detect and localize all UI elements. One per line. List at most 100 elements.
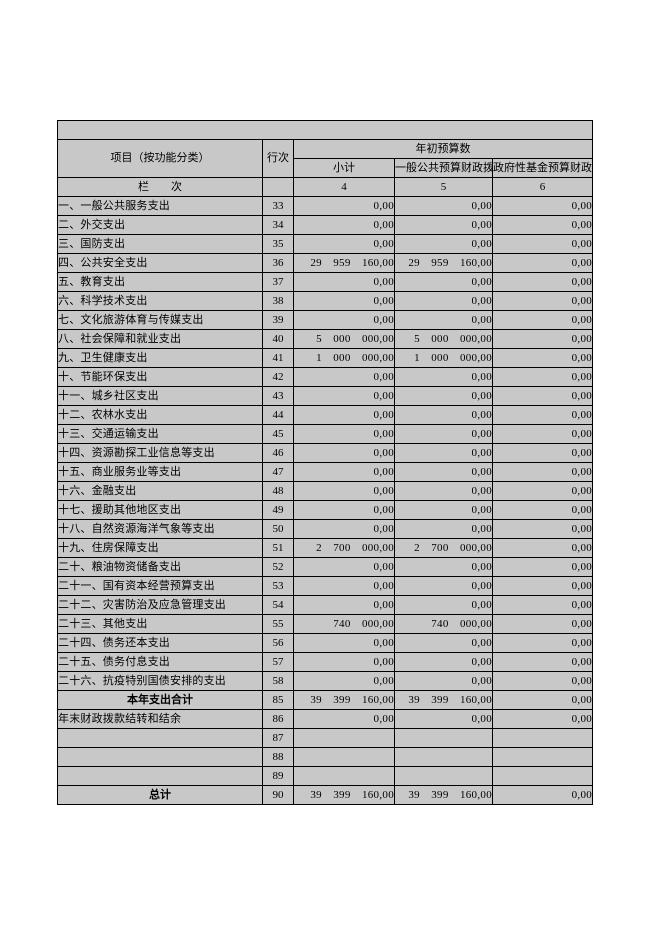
cell-gov-fund: 0,00: [491, 633, 594, 653]
row-number: 57: [262, 652, 294, 672]
row-number: 35: [262, 234, 294, 254]
table-row: 三、国防支出 35 0,00 0,00 0,00: [57, 234, 594, 254]
cell-subtotal: 740 000,00: [293, 614, 395, 634]
cell-subtotal: 0,00: [293, 500, 395, 520]
top-spacer-cell: [56, 120, 594, 140]
cell-subtotal: 0,00: [293, 481, 395, 501]
row-number: 43: [262, 386, 294, 406]
cell-subtotal: 0,00: [293, 310, 395, 330]
row-label: 七、文化旅游体育与传媒支出: [57, 310, 263, 330]
cell-gov-fund: 0,00: [491, 367, 594, 387]
row-number: 40: [262, 329, 294, 349]
table-row: 88: [57, 747, 594, 767]
cell-gov-fund: 0,00: [491, 310, 594, 330]
row-label: 二、外交支出: [57, 215, 263, 235]
cell-subtotal: 0,00: [293, 595, 395, 615]
table-row: 87: [57, 728, 594, 748]
row-number: 47: [262, 462, 294, 482]
cell-subtotal: 0,00: [293, 405, 395, 425]
table-row: 二十、粮油物资储备支出 52 0,00 0,00 0,00: [57, 557, 594, 577]
cell-subtotal: 0,00: [293, 367, 395, 387]
row-number: 33: [262, 196, 294, 216]
top-spacer-row: [56, 120, 594, 140]
column-index-rowno: [262, 177, 294, 197]
row-label: 四、公共安全支出: [57, 253, 263, 273]
cell-general-public: 2 700 000,00: [394, 538, 493, 558]
table-row: 十三、交通运输支出 45 0,00 0,00 0,00: [57, 424, 594, 444]
budget-table: 项目（按功能分类） 行次 年初预算数 小计 一般公共预算财政拨款 政府性基金预算…: [56, 120, 594, 805]
column-index-row: 栏 次 4 5 6: [57, 177, 594, 197]
row-number: 55: [262, 614, 294, 634]
cell-gov-fund: 0,00: [491, 215, 594, 235]
cell-gov-fund: 0,00: [491, 785, 594, 805]
row-number: 34: [262, 215, 294, 235]
cell-general-public: 5 000 000,00: [394, 329, 493, 349]
row-label: 十七、援助其他地区支出: [57, 500, 263, 520]
cell-general-public: 0,00: [394, 576, 493, 596]
header-row-number-column: 行次: [262, 139, 294, 178]
header-group-row: 项目（按功能分类） 行次 年初预算数: [57, 139, 594, 178]
cell-gov-fund: 0,00: [491, 614, 594, 634]
row-number: 50: [262, 519, 294, 539]
row-label: 二十四、债务还本支出: [57, 633, 263, 653]
cell-subtotal: 0,00: [293, 557, 395, 577]
cell-gov-fund: 0,00: [491, 443, 594, 463]
cell-general-public: 0,00: [394, 557, 493, 577]
row-number: 52: [262, 557, 294, 577]
table-row: 十一、城乡社区支出 43 0,00 0,00 0,00: [57, 386, 594, 406]
table-row: 二十一、国有资本经营预算支出 53 0,00 0,00 0,00: [57, 576, 594, 596]
cell-general-public: [394, 728, 493, 748]
cell-subtotal: 2 700 000,00: [293, 538, 395, 558]
cell-general-public: 0,00: [394, 519, 493, 539]
table-row: 十四、资源勘探工业信息等支出 46 0,00 0,00 0,00: [57, 443, 594, 463]
cell-subtotal: 0,00: [293, 272, 395, 292]
cell-general-public: 39 399 160,00: [394, 690, 493, 710]
table-row: 十八、自然资源海洋气象等支出 50 0,00 0,00 0,00: [57, 519, 594, 539]
cell-general-public: 0,00: [394, 215, 493, 235]
table-row: 十二、农林水支出 44 0,00 0,00 0,00: [57, 405, 594, 425]
row-number: 89: [262, 766, 294, 786]
cell-gov-fund: [491, 766, 594, 786]
cell-subtotal: 0,00: [293, 234, 395, 254]
row-label: 二十二、灾害防治及应急管理支出: [57, 595, 263, 615]
cell-subtotal: 0,00: [293, 462, 395, 482]
cell-gov-fund: 0,00: [491, 595, 594, 615]
table-row: 二十三、其他支出 55 740 000,00 740 000,00 0,00: [57, 614, 594, 634]
table-row: 二、外交支出 34 0,00 0,00 0,00: [57, 215, 594, 235]
table-row: 二十二、灾害防治及应急管理支出 54 0,00 0,00 0,00: [57, 595, 594, 615]
cell-subtotal: [293, 766, 395, 786]
cell-gov-fund: 0,00: [491, 348, 594, 368]
header-item-column: 项目（按功能分类）: [57, 139, 263, 178]
cell-general-public: [394, 766, 493, 786]
cell-gov-fund: 0,00: [491, 671, 594, 691]
cell-subtotal: [293, 728, 395, 748]
cell-general-public: 39 399 160,00: [394, 785, 493, 805]
cell-gov-fund: 0,00: [491, 709, 594, 729]
cell-general-public: 0,00: [394, 709, 493, 729]
cell-subtotal: 29 959 160,00: [293, 253, 395, 273]
cell-subtotal: 0,00: [293, 424, 395, 444]
cell-subtotal: 0,00: [293, 652, 395, 672]
row-number: 56: [262, 633, 294, 653]
column-index-4: 4: [293, 177, 395, 197]
cell-subtotal: 0,00: [293, 519, 395, 539]
cell-gov-fund: [491, 747, 594, 767]
header-subcolumn-row: 小计 一般公共预算财政拨款 政府性基金预算财政拨款: [58, 158, 594, 178]
row-number: 42: [262, 367, 294, 387]
row-label: [57, 766, 263, 786]
cell-gov-fund: 0,00: [491, 652, 594, 672]
row-number: 46: [262, 443, 294, 463]
cell-gov-fund: 0,00: [491, 557, 594, 577]
row-label: 九、卫生健康支出: [57, 348, 263, 368]
row-number: 90: [262, 785, 294, 805]
table-row: 六、科学技术支出 38 0,00 0,00 0,00: [57, 291, 594, 311]
row-label: 十、节能环保支出: [57, 367, 263, 387]
column-index-5: 5: [394, 177, 493, 197]
cell-general-public: 0,00: [394, 595, 493, 615]
cell-subtotal: 0,00: [293, 576, 395, 596]
row-label: 十九、住房保障支出: [57, 538, 263, 558]
cell-general-public: 0,00: [394, 671, 493, 691]
cell-general-public: 0,00: [394, 424, 493, 444]
cell-subtotal: 0,00: [293, 671, 395, 691]
cell-subtotal: 1 000 000,00: [293, 348, 395, 368]
